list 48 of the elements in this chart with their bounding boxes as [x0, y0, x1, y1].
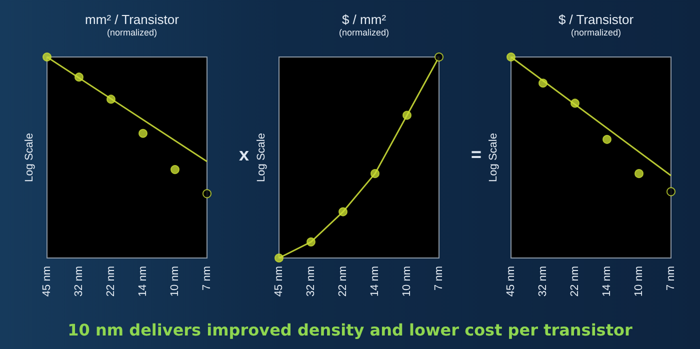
point: [170, 165, 180, 174]
point: [274, 254, 284, 262]
point: [106, 94, 116, 104]
x-tick-label: 32 nm: [305, 266, 317, 297]
chart-subtitle: (normalized): [338, 28, 390, 38]
point: [370, 169, 380, 178]
x-tick-label: 14 nm: [137, 266, 149, 297]
point: [434, 52, 444, 62]
x-tick-label: 10 nm: [633, 266, 645, 297]
point: [634, 169, 644, 178]
chart-subtitle: (normalized): [106, 28, 158, 38]
chart-title: $ / mm²: [342, 12, 387, 27]
point: [602, 134, 612, 144]
x-tick-label: 22 nm: [105, 266, 117, 297]
point: [506, 52, 516, 62]
x-tick-label: 32 nm: [73, 266, 85, 297]
x-tick-label: 7 nm: [201, 266, 213, 290]
chart-title: mm² / Transistor: [85, 12, 180, 27]
point: [306, 237, 316, 246]
text: 10 nm delivers improved density and lower cost per transistor: [68, 320, 632, 340]
x-tick-label: 32 nm: [537, 266, 549, 297]
x-tick-label: 45 nm: [505, 266, 517, 297]
y-axis-title: Log Scale: [256, 133, 268, 182]
x-tick-label: 7 nm: [665, 266, 677, 290]
x-tick-label: 45 nm: [41, 266, 53, 297]
chart-title: $ / Transistor: [558, 12, 634, 27]
point: [42, 52, 52, 62]
point: [338, 207, 348, 216]
text: x: [239, 144, 250, 164]
point: [202, 189, 212, 198]
x-tick-label: 22 nm: [569, 266, 581, 297]
point: [570, 98, 580, 108]
x-tick-label: 10 nm: [169, 266, 181, 297]
point: [666, 187, 676, 196]
point: [74, 72, 84, 82]
x-tick-label: 45 nm: [273, 266, 285, 297]
point: [138, 128, 148, 138]
point: [538, 78, 548, 88]
text: =: [471, 144, 482, 164]
y-axis-title: Log Scale: [488, 133, 500, 182]
point: [402, 110, 412, 120]
x-tick-label: 14 nm: [601, 266, 613, 297]
y-axis-title: Log Scale: [24, 133, 36, 182]
x-tick-label: 7 nm: [433, 266, 445, 290]
x-tick-label: 14 nm: [369, 266, 381, 297]
x-tick-label: 10 nm: [401, 266, 413, 297]
x-tick-label: 22 nm: [337, 266, 349, 297]
chart-subtitle: (normalized): [570, 28, 622, 38]
